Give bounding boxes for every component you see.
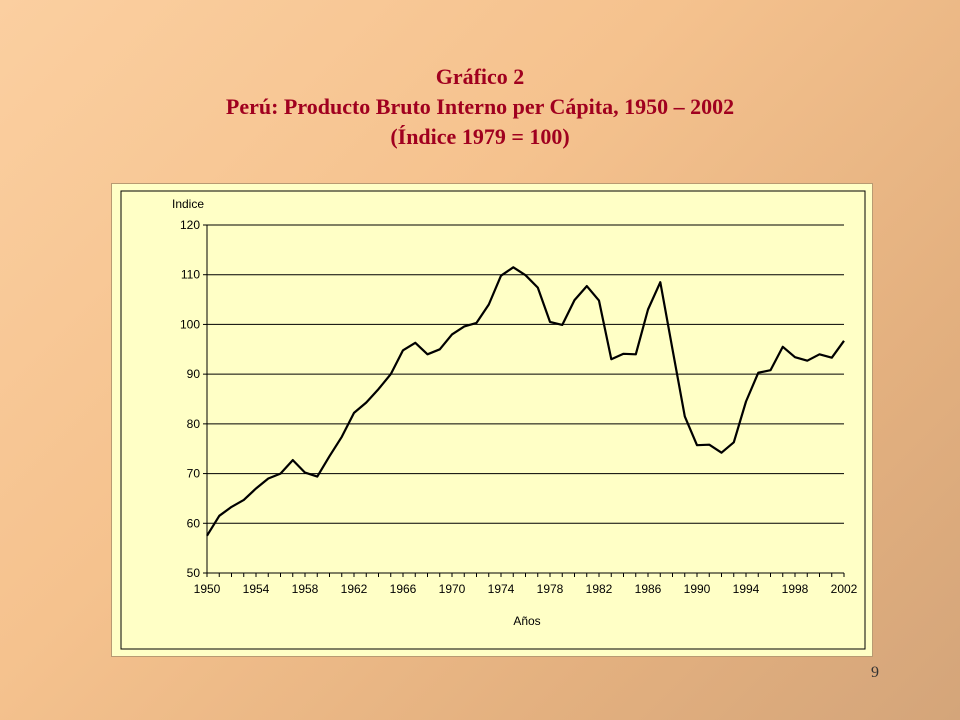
title-line-1: Gráfico 2 xyxy=(435,64,525,89)
line-chart: 50 60 70 80 90 100 110 120 1950 1954 1958 1962 1966… xyxy=(120,190,866,650)
x-tick-label-1990: 1990 xyxy=(684,582,711,596)
y-tick-label-60: 60 xyxy=(187,516,201,530)
chart-area: 50 60 70 80 90 100 110 120 1950 1954 1958 1962 1966… xyxy=(111,183,873,657)
title-line-2: Perú: Producto Bruto Interno per Cápita,… xyxy=(225,94,735,119)
x-tick-label-2002: 2002 xyxy=(831,582,858,596)
x-tick-label-1954: 1954 xyxy=(243,582,270,596)
chart-title: Gráfico 2 Perú: Producto Bruto Interno p… xyxy=(0,62,960,152)
page-number: 9 xyxy=(871,664,879,681)
title-line-3: (Índice 1979 = 100) xyxy=(390,124,570,149)
x-tick-label-1982: 1982 xyxy=(586,582,613,596)
y-tick-label-80: 80 xyxy=(187,417,201,431)
x-tick-label-1986: 1986 xyxy=(635,582,662,596)
y-tick-label-100: 100 xyxy=(180,317,200,331)
x-tick-label-1950: 1950 xyxy=(194,582,221,596)
y-tick-label-120: 120 xyxy=(180,218,200,232)
chart-inner-border xyxy=(120,190,866,650)
x-tick-label-1994: 1994 xyxy=(733,582,760,596)
y-axis: 50 60 70 80 90 100 110 120 xyxy=(180,218,208,580)
x-tick-label-1978: 1978 xyxy=(537,582,564,596)
x-tick-label-1958: 1958 xyxy=(292,582,319,596)
y-tick-label-50: 50 xyxy=(187,566,201,580)
x-tick-label-1962: 1962 xyxy=(341,582,368,596)
x-axis: 1950 1954 1958 1962 1966 1970 1974 1978 1982 1986… xyxy=(194,572,858,596)
x-tick-label-1970: 1970 xyxy=(439,582,466,596)
x-axis-title: Años xyxy=(513,614,540,628)
x-tick-label-1974: 1974 xyxy=(488,582,515,596)
series-line-pbi-per-capita xyxy=(206,266,845,537)
y-axis-title: Indice xyxy=(172,197,204,211)
x-tick-label-1966: 1966 xyxy=(390,582,417,596)
y-tick-label-110: 110 xyxy=(181,268,200,282)
y-tick-label-90: 90 xyxy=(187,367,201,381)
gridlines xyxy=(207,224,844,574)
x-tick-label-1998: 1998 xyxy=(782,582,809,596)
y-tick-label-70: 70 xyxy=(187,467,201,481)
